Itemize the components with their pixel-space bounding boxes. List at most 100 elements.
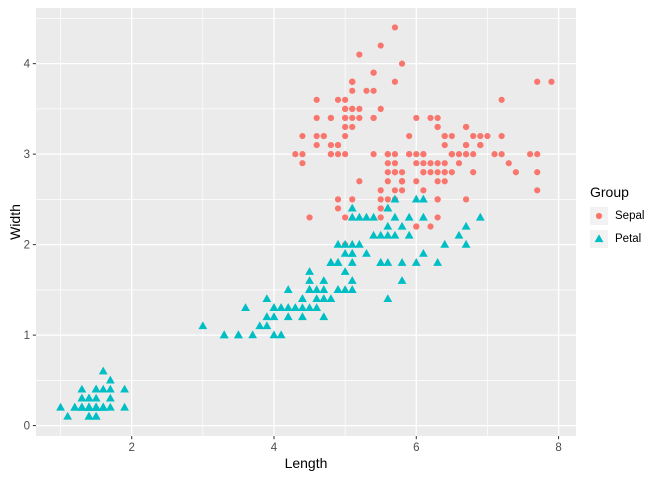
data-point [292,151,299,158]
data-point [434,214,441,221]
data-point [377,196,384,203]
data-point [477,141,484,149]
data-point [347,212,357,221]
data-point [356,114,363,122]
data-point [319,276,329,284]
data-point [305,285,314,293]
data-point [384,178,391,185]
data-point [334,151,342,158]
y-tick-label: 0 [24,421,30,433]
data-point [305,267,314,275]
data-point [391,24,399,31]
data-point [491,151,498,158]
data-point [255,321,265,330]
data-point [470,132,477,140]
data-point [283,303,293,312]
data-point [427,223,434,230]
data-point [347,203,357,212]
data-point [340,267,350,275]
data-point [462,151,470,158]
data-point [383,203,393,212]
data-point [63,411,73,420]
data-point [356,105,363,112]
data-point [70,402,80,411]
data-point [319,312,329,321]
data-point [406,132,413,140]
data-point [312,303,322,312]
data-point [269,330,279,339]
data-point [420,151,427,158]
data-point [283,285,293,293]
data-point [312,285,322,293]
data-point [406,151,413,158]
data-point [354,212,364,221]
data-point [433,258,443,266]
data-point [276,303,286,312]
data-point [411,194,421,203]
data-point [342,132,349,140]
data-point [448,151,455,158]
data-point [290,303,300,312]
data-point [299,151,306,158]
data-point [77,384,87,393]
data-point [198,321,208,330]
data-point [98,366,108,375]
data-point [391,169,399,176]
data-point [370,114,377,122]
data-point [455,160,463,167]
data-point [413,178,420,185]
data-point [370,87,377,94]
sepal-points [292,24,555,248]
data-point [326,258,336,266]
data-point [91,384,101,393]
data-point [262,321,272,330]
data-point [391,151,399,158]
data-point [342,114,349,122]
data-point [441,132,448,140]
data-point [383,294,393,303]
data-point [448,169,455,176]
data-point [383,221,393,230]
data-point [327,114,335,122]
data-point [383,230,393,239]
data-point [397,258,407,266]
data-point [77,393,87,402]
data-point [534,78,541,85]
data-point [434,123,441,131]
data-point [298,312,307,321]
data-point [313,96,320,103]
data-point [306,214,313,221]
data-point [434,178,441,185]
data-point [534,187,541,194]
data-point [334,205,342,212]
data-point [434,196,441,203]
data-point [349,196,356,203]
data-point [398,169,406,176]
data-point [334,141,342,149]
data-point [342,151,349,158]
data-point [448,132,455,140]
legend-label: Petal [615,233,642,245]
data-point [283,312,293,321]
data-point [397,221,407,230]
data-point [319,285,329,293]
data-point [461,239,471,248]
data-point [349,105,356,112]
data-point [347,258,357,266]
legend-item-sepal: Sepal [590,207,644,225]
data-point [462,196,470,203]
data-point [383,258,393,266]
data-point [313,132,320,140]
data-point [413,151,420,158]
x-tick-label: 8 [555,442,561,454]
data-point [313,141,320,149]
data-point [327,141,335,149]
data-point [327,151,335,158]
petal-points [56,194,485,420]
y-tick-label: 1 [24,330,30,342]
data-point [548,78,555,85]
data-point [347,239,357,248]
data-point [441,169,448,176]
data-point [299,160,306,167]
